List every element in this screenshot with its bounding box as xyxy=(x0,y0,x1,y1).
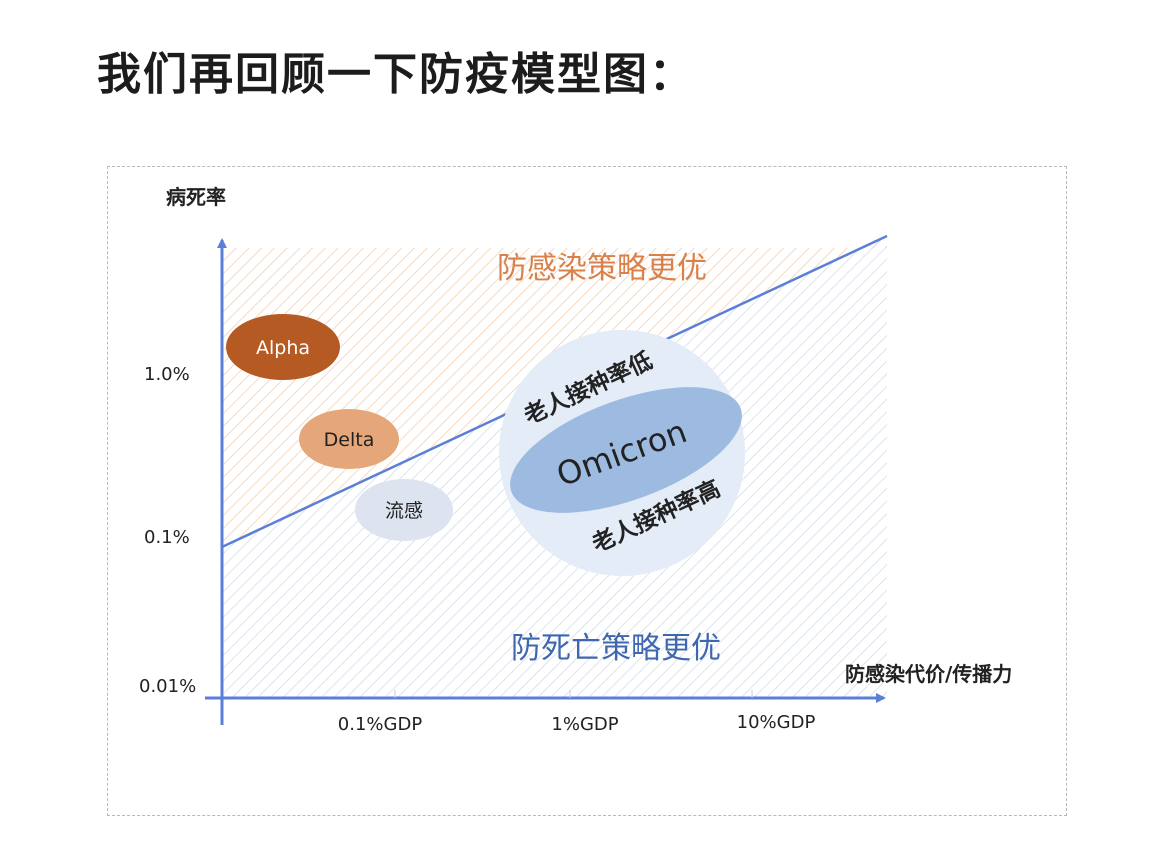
page-title: 我们再回顾一下防疫模型图： xyxy=(97,49,695,100)
delta-label: Delta xyxy=(324,429,375,451)
x-axis-label: 防感染代价/传播力 xyxy=(845,662,1012,686)
y-tick-label: 0.1% xyxy=(144,527,190,548)
y-axis-label: 病死率 xyxy=(166,185,226,209)
y-tick-label: 1.0% xyxy=(144,364,190,385)
alpha-bubble xyxy=(226,314,340,380)
flu-bubble xyxy=(355,479,453,541)
flu-label: 流感 xyxy=(385,500,423,522)
y-tick-label: 0.01% xyxy=(139,676,196,697)
alpha-label: Alpha xyxy=(256,337,310,359)
x-tick-label: 10%GDP xyxy=(737,712,816,733)
diagram-frame xyxy=(107,166,1067,816)
upper-region-label: 防感染策略更优 xyxy=(497,251,707,286)
delta-bubble xyxy=(299,409,399,469)
x-tick-label: 0.1%GDP xyxy=(338,714,423,735)
lower-region-label: 防死亡策略更优 xyxy=(511,631,721,666)
x-tick-label: 1%GDP xyxy=(551,714,618,735)
omicron-inner-bubble xyxy=(510,387,742,513)
